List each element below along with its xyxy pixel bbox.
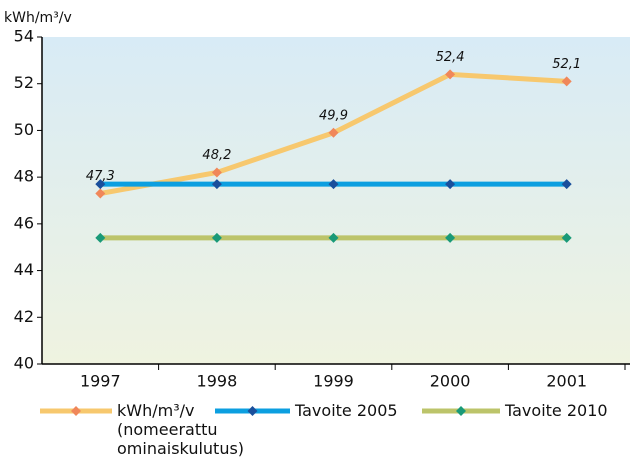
point-marker (561, 232, 572, 243)
legend-marker (456, 406, 466, 416)
point-marker (95, 188, 106, 199)
value-label: 52,4 (436, 50, 465, 65)
y-tick-label: 50 (14, 120, 34, 139)
x-tick-label: 2001 (546, 372, 587, 391)
legend-marker (247, 406, 258, 416)
y-tick-label: 54 (14, 27, 34, 46)
x-tick-label: 1998 (197, 372, 238, 391)
point-marker (445, 232, 456, 243)
point-marker (561, 179, 572, 190)
y-tick-label: 46 (14, 213, 34, 232)
point-marker (561, 76, 572, 87)
y-tick-label: 48 (14, 167, 34, 186)
point-marker (328, 127, 339, 138)
point-marker (211, 232, 222, 243)
value-label: 52,1 (552, 57, 581, 72)
point-marker (211, 179, 222, 190)
point-marker (328, 179, 339, 190)
point-marker (445, 69, 456, 80)
point-marker (95, 232, 106, 243)
value-label: 47,3 (86, 169, 115, 184)
legend-marker (71, 406, 81, 416)
point-marker (95, 179, 106, 190)
plot-area (42, 37, 630, 364)
value-label: 49,9 (319, 108, 348, 123)
value-label: 48,2 (202, 148, 231, 163)
legend-label: Tavoite 2005 (295, 401, 398, 420)
y-tick-label: 44 (14, 260, 34, 279)
y-tick-label: 42 (14, 307, 34, 326)
x-tick-label: 1999 (313, 372, 354, 391)
y-tick-label: 40 (14, 354, 34, 373)
legend-label: kWh/m³/v (nomeerattu ominaiskulutus) (117, 401, 245, 458)
x-tick-label: 2000 (430, 372, 471, 391)
point-marker (445, 179, 456, 190)
y-axis-label: kWh/m³/v (4, 10, 72, 26)
x-tick-label: 1997 (80, 372, 121, 391)
point-marker (328, 232, 339, 243)
y-tick-label: 52 (14, 73, 34, 92)
legend-label: Tavoite 2010 (505, 401, 608, 420)
point-marker (211, 167, 222, 178)
